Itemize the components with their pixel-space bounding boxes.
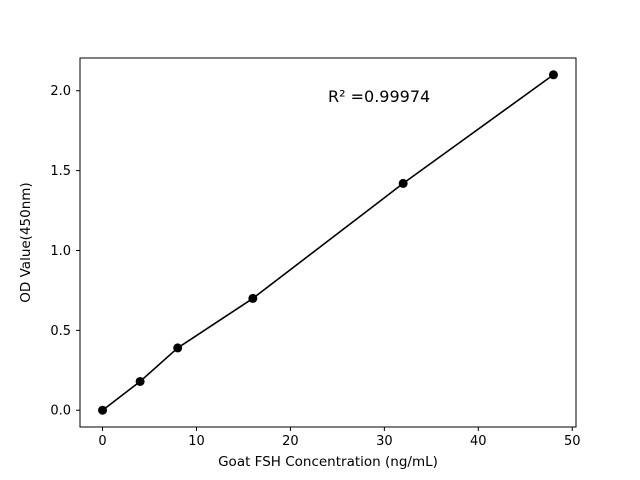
- x-tick-label: 50: [564, 434, 581, 449]
- data-point-marker: [98, 405, 108, 415]
- data-point-marker: [135, 376, 145, 386]
- data-point-marker: [248, 293, 258, 303]
- x-tick-label: 10: [188, 434, 205, 449]
- r-squared-annotation: R² =0.99974: [328, 87, 430, 106]
- y-tick-label: 1.0: [50, 244, 71, 259]
- data-point-marker: [548, 70, 558, 80]
- standard-curve-line: [102, 74, 554, 411]
- data-point-marker: [398, 178, 408, 188]
- y-tick-label: 1.5: [50, 164, 71, 179]
- x-axis-label: Goat FSH Concentration (ng/mL): [218, 454, 438, 470]
- data-point-marker: [173, 343, 183, 353]
- x-tick-label: 0: [98, 434, 106, 449]
- y-axis-label: OD Value(450nm): [18, 182, 34, 302]
- y-tick-label: 0.0: [50, 404, 71, 419]
- axes-spines: [79, 57, 577, 428]
- x-tick-label: 30: [376, 434, 393, 449]
- x-tick-label: 20: [282, 434, 299, 449]
- x-tick-label: 40: [470, 434, 487, 449]
- y-tick-label: 2.0: [50, 84, 71, 99]
- y-tick-label: 0.5: [50, 324, 71, 339]
